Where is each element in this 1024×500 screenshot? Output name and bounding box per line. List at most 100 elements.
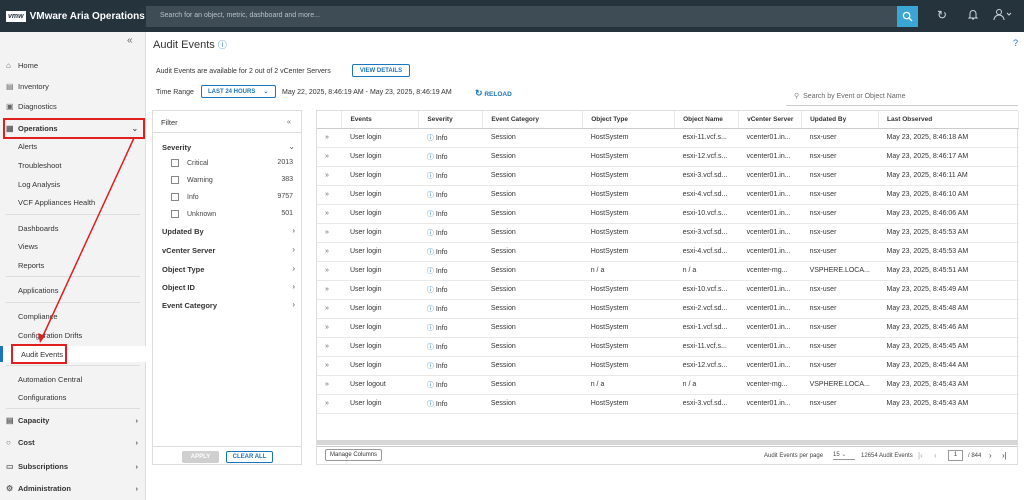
last-page-icon[interactable]: ›| [1002,451,1007,460]
checkbox[interactable] [171,176,179,184]
table-row[interactable]: » User login ⓘ Info Session HostSystem esxi-1… [317,204,1019,224]
table-row[interactable]: » User login ⓘ Info Session HostSystem esxi-3… [317,223,1019,243]
brand[interactable]: vmw VMware Aria Operations [0,10,146,22]
nav-dashboards[interactable]: Dashboards [18,223,59,233]
nav-diagnostics[interactable]: ▣ Diagnostics [6,101,57,111]
nav-alerts[interactable]: Alerts [18,141,38,151]
expand-row-icon[interactable]: » [317,356,342,376]
filter-option-info[interactable]: Info [171,193,199,201]
column-header[interactable]: Object Type [582,111,676,129]
nav-vcf-health[interactable]: VCF Appliances Health [18,197,96,207]
bell-icon[interactable] [967,8,979,23]
nav-inventory[interactable]: ▤ Inventory [6,81,49,91]
table-row[interactable]: » User login ⓘ Info Session n / a n / a vcente… [317,261,1019,281]
collapse-sidebar-icon[interactable]: « [127,35,133,46]
chevron-right-icon[interactable]: › [292,226,295,235]
filter-severity[interactable]: Severity [162,143,192,152]
prev-page-icon[interactable]: ‹ [934,451,937,460]
nav-applications[interactable]: Applications [18,285,59,295]
nav-troubleshoot[interactable]: Troubleshoot [18,160,62,170]
nav-configurations[interactable]: Configurations [18,392,67,402]
nav-cost[interactable]: ○ Cost › [6,437,138,447]
view-details-button[interactable]: VIEW DETAILS [352,64,410,77]
table-row[interactable]: » User login ⓘ Info Session HostSystem esxi-1… [317,337,1019,357]
column-header[interactable]: Severity [418,111,484,129]
reload-button[interactable]: ↻ RELOAD [475,88,512,98]
column-header[interactable]: Updated By [801,111,880,129]
nav-audit-events[interactable]: Audit Events [0,346,146,362]
refresh-icon[interactable]: ↻ [937,8,948,22]
expand-row-icon[interactable]: » [317,299,342,319]
table-row[interactable]: » User login ⓘ Info Session HostSystem esxi-1… [317,280,1019,300]
filter-object-id[interactable]: Object ID [162,283,195,292]
column-header[interactable]: Object Name [674,111,740,129]
nav-views[interactable]: Views [18,241,38,251]
apply-button[interactable]: APPLY [182,451,219,463]
event-search-input[interactable]: ⚲ Search by Event or Object Name [786,92,1018,106]
table-row[interactable]: » User login ⓘ Info Session HostSystem esxi-1… [317,318,1019,338]
expand-row-icon[interactable]: » [317,394,342,414]
nav-operations[interactable]: ▦ Operations ⌄ [6,123,138,133]
expand-row-icon[interactable]: » [317,337,342,357]
expand-row-icon[interactable]: » [317,375,342,395]
nav-administration[interactable]: ⚙ Administration › [6,483,138,493]
checkbox[interactable] [171,159,179,167]
table-row[interactable]: » User login ⓘ Info Session HostSystem esxi-3… [317,166,1019,186]
column-header[interactable]: Events [341,111,420,129]
column-header[interactable]: Last Observed [878,111,1019,129]
nav-configuration-drifts[interactable]: Configuration Drifts [18,330,83,340]
table-row[interactable]: » User logout ⓘ Info Session n / a n / a vcent… [317,375,1019,395]
nav-reports[interactable]: Reports [18,260,45,270]
filter-option-critical[interactable]: Critical [171,159,208,167]
global-search-input[interactable]: Search for an object, metric, dashboard … [146,6,918,27]
page-number-input[interactable]: 1 [948,450,963,461]
filter-updated-by[interactable]: Updated By [162,227,204,236]
filter-option-warning[interactable]: Warning [171,176,213,184]
next-page-icon[interactable]: › [989,451,992,460]
filter-vcenter-server[interactable]: vCenter Server [162,246,216,255]
chevron-down-icon[interactable]: ⌄ [288,142,295,151]
manage-columns-button[interactable]: Manage Columns [325,449,383,461]
expand-row-icon[interactable]: » [317,223,342,243]
expand-row-icon[interactable]: » [317,185,342,205]
table-row[interactable]: » User login ⓘ Info Session HostSystem esxi-4… [317,242,1019,262]
table-row[interactable]: » User login ⓘ Info Session HostSystem esxi-1… [317,128,1019,148]
per-page-select[interactable]: 15 ⌄ [833,451,855,460]
filter-option-unknown[interactable]: Unknown [171,210,216,218]
nav-compliance[interactable]: Compliance [18,311,58,321]
help-icon[interactable]: ? [1012,38,1018,48]
search-button[interactable] [897,6,918,27]
column-header[interactable]: vCenter Server [738,111,803,129]
expand-row-icon[interactable]: » [317,242,342,262]
chevron-right-icon[interactable]: › [292,245,295,254]
expand-row-icon[interactable]: » [317,166,342,186]
table-row[interactable]: » User login ⓘ Info Session HostSystem esxi-1… [317,356,1019,376]
filter-object-type[interactable]: Object Type [162,265,205,274]
checkbox[interactable] [171,210,179,218]
chevron-right-icon[interactable]: › [292,282,295,291]
expand-row-icon[interactable]: » [317,280,342,300]
nav-automation-central[interactable]: Automation Central [18,374,83,384]
nav-subscriptions[interactable]: ▭ Subscriptions › [6,461,138,471]
time-range-dropdown[interactable]: LAST 24 HOURS ⌄ [201,85,276,98]
nav-capacity[interactable]: ▤ Capacity › [6,415,138,425]
info-icon[interactable]: ⓘ [217,40,227,50]
table-row[interactable]: » User login ⓘ Info Session HostSystem esxi-1… [317,147,1019,167]
expand-row-icon[interactable]: » [317,147,342,167]
chevron-right-icon[interactable]: › [292,264,295,273]
table-row[interactable]: » User login ⓘ Info Session HostSystem esxi-3… [317,394,1019,414]
table-row[interactable]: » User login ⓘ Info Session HostSystem esxi-2… [317,299,1019,319]
table-row[interactable]: » User login ⓘ Info Session HostSystem esxi-4… [317,185,1019,205]
first-page-icon[interactable]: |‹ [918,451,923,460]
chevron-right-icon[interactable]: › [292,300,295,309]
user-icon[interactable] [993,8,1013,23]
nav-home[interactable]: ⌂ Home [6,60,39,70]
collapse-filter-icon[interactable]: « [286,117,291,126]
expand-row-icon[interactable]: » [317,128,342,148]
horizontal-scrollbar[interactable] [317,440,1017,445]
expand-row-icon[interactable]: » [317,261,342,281]
checkbox[interactable] [171,193,179,201]
expand-row-icon[interactable]: » [317,318,342,338]
column-header[interactable]: Event Category [482,111,584,129]
expand-row-icon[interactable]: » [317,204,342,224]
